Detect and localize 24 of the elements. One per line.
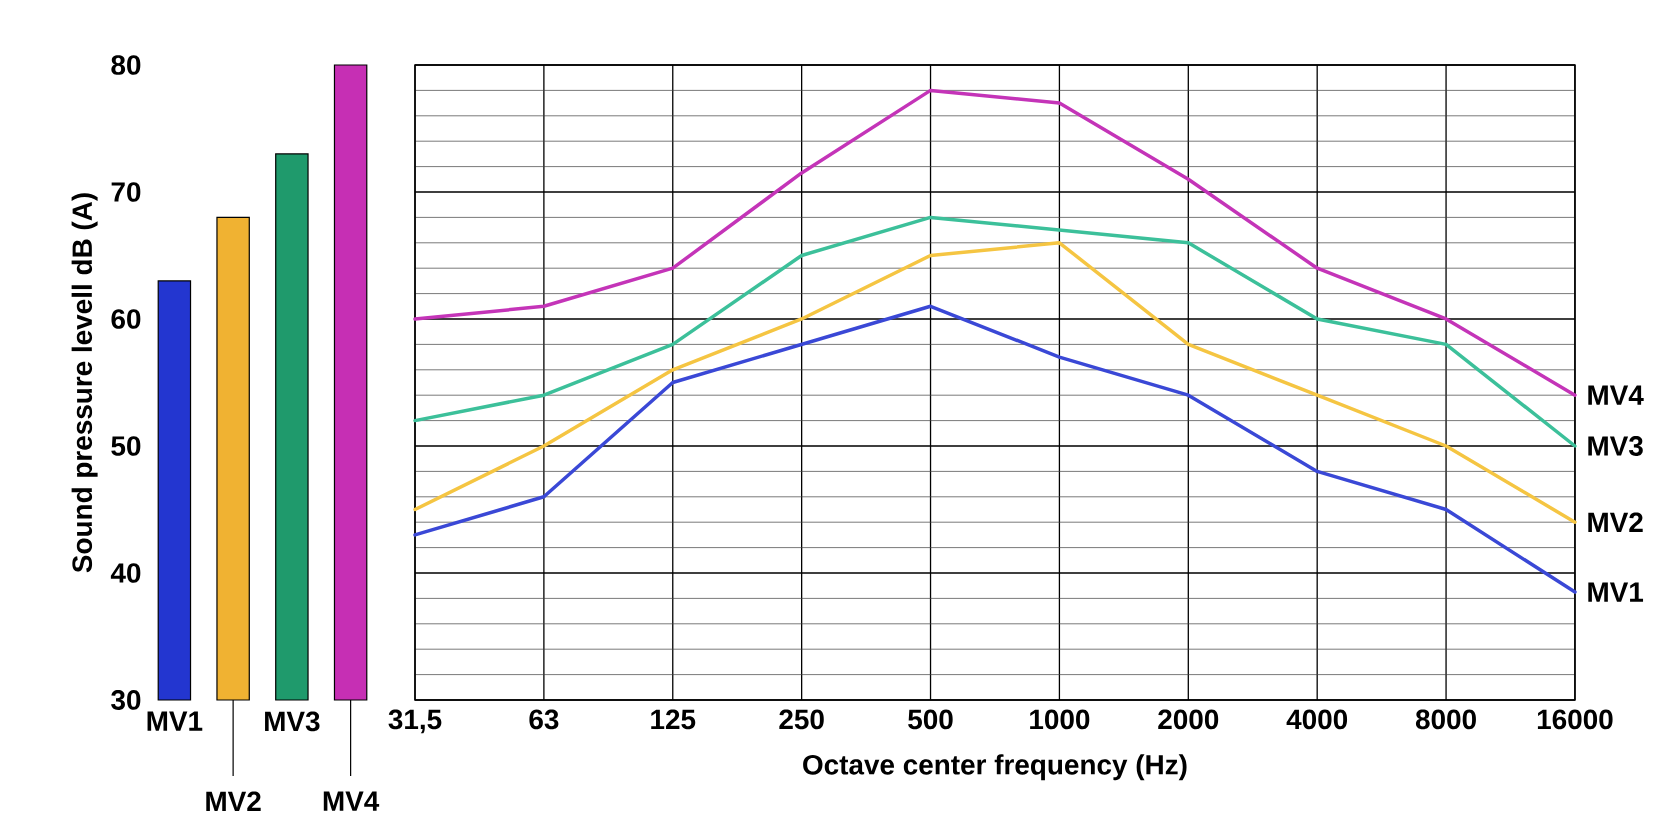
y-tick-label: 70 <box>111 182 141 202</box>
series-label: MV1 <box>1588 582 1644 602</box>
y-tick-label: 40 <box>110 563 141 583</box>
x-axis-title: Octave center frequency (Hz) <box>803 754 1187 781</box>
x-tick-label: 500 <box>908 709 953 730</box>
y-tick-label: 60 <box>111 309 141 329</box>
x-tick-label: MV1 <box>147 711 203 731</box>
y-axis-title: Sound pressure levell dB (A) <box>71 193 98 573</box>
x-tick-label: 2000 <box>1158 709 1219 730</box>
series-label: MV2 <box>1588 512 1643 532</box>
x-tick-label: 250 <box>779 709 824 730</box>
x-tick-label: 31,5 <box>388 709 442 734</box>
x-tick-label: 125 <box>651 709 696 730</box>
x-tick-label: 8000 <box>1415 709 1476 730</box>
series-label: MV4 <box>1588 385 1644 405</box>
y-tick-label: 80 <box>111 55 141 75</box>
x-tick-label: 1000 <box>1030 709 1090 730</box>
x-tick-label: 63 <box>529 709 559 730</box>
y-tick-label: 30 <box>111 690 141 710</box>
y-tick-label: 50 <box>111 436 141 456</box>
x-tick-label: MV3 <box>265 711 320 732</box>
x-tick-label: 4000 <box>1286 709 1348 730</box>
series-label: MV3 <box>1588 436 1643 456</box>
x-tick-label: 16000 <box>1537 709 1613 730</box>
